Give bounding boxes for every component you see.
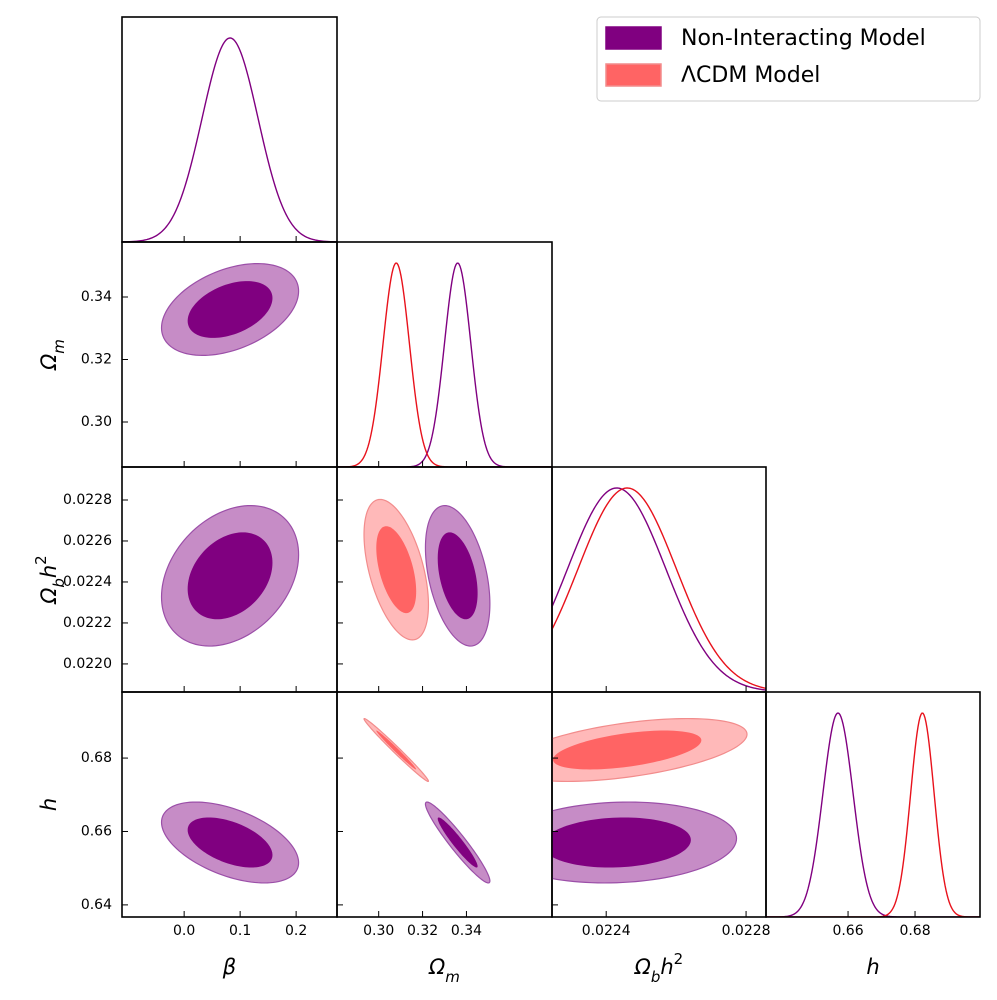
tick-label: 0.2 xyxy=(285,923,307,939)
tick-label: 0.0 xyxy=(173,923,195,939)
axis-label: Ωbh2 xyxy=(32,555,68,604)
tick-label: 0.68 xyxy=(81,750,112,766)
panel-frame xyxy=(336,241,553,468)
axis-label: h xyxy=(866,955,879,979)
panel-frame xyxy=(551,466,767,693)
tick-label: 0.0228 xyxy=(722,923,771,939)
tick-label: 0.0226 xyxy=(63,533,112,549)
marginal-curve xyxy=(552,487,766,691)
panel xyxy=(363,717,491,884)
contour-68 xyxy=(553,730,702,770)
panel xyxy=(766,712,980,917)
contour-68 xyxy=(376,730,417,770)
marginal-curve xyxy=(552,487,766,690)
tick-label: 0.30 xyxy=(81,414,112,430)
tick-label: 0.1 xyxy=(229,923,251,939)
tick-label: 0.64 xyxy=(81,897,112,913)
marginal-curve xyxy=(122,37,337,242)
marginal-curve xyxy=(337,262,552,467)
tick-label: 0.0222 xyxy=(63,615,112,631)
panel-frame xyxy=(121,16,338,243)
contour-68 xyxy=(437,817,478,868)
panel xyxy=(160,262,300,357)
tick-label: 0.66 xyxy=(832,923,863,939)
tick-label: 0.34 xyxy=(451,923,482,939)
tick-label: 0.68 xyxy=(899,923,930,939)
axis-label: Ωbh2 xyxy=(634,950,683,986)
panel xyxy=(552,487,766,691)
panel xyxy=(363,498,491,647)
contour-68 xyxy=(187,281,273,338)
legend-label: ΛCDM Model xyxy=(681,63,820,88)
legend-swatch xyxy=(605,63,662,87)
tick-label: 0.0228 xyxy=(63,492,112,508)
tick-label: 0.0224 xyxy=(582,923,631,939)
axis-label: Ωm xyxy=(428,955,460,986)
legend-swatch xyxy=(605,26,662,50)
axis-label: β xyxy=(222,955,236,979)
panel xyxy=(552,717,748,884)
panel xyxy=(160,801,300,884)
axis-label: h xyxy=(37,798,61,811)
panel-frame xyxy=(765,691,981,918)
tick-label: 0.30 xyxy=(363,923,394,939)
panel xyxy=(160,504,300,647)
legend: Non-Interacting Model ΛCDM Model xyxy=(596,16,981,102)
contour-68 xyxy=(437,532,478,620)
panel xyxy=(337,262,552,467)
axis-label: Ωm xyxy=(37,339,68,371)
marginal-curve xyxy=(337,262,552,467)
tick-label: 0.32 xyxy=(407,923,438,939)
panel xyxy=(122,37,337,242)
panel-frame xyxy=(121,691,338,918)
tick-label: 0.0220 xyxy=(63,656,112,672)
tick-label: 0.34 xyxy=(81,289,112,305)
contour-68 xyxy=(187,532,273,620)
tick-label: 0.66 xyxy=(81,823,112,839)
contour-68 xyxy=(187,817,273,868)
tick-label: 0.32 xyxy=(81,352,112,368)
contour-68 xyxy=(376,526,417,614)
legend-label: Non-Interacting Model xyxy=(681,26,926,51)
marginal-curve xyxy=(766,712,980,917)
marginal-curve xyxy=(766,712,980,917)
contour-68 xyxy=(552,817,691,868)
legend-frame xyxy=(596,16,981,102)
tick-label: 0.0224 xyxy=(63,574,112,590)
